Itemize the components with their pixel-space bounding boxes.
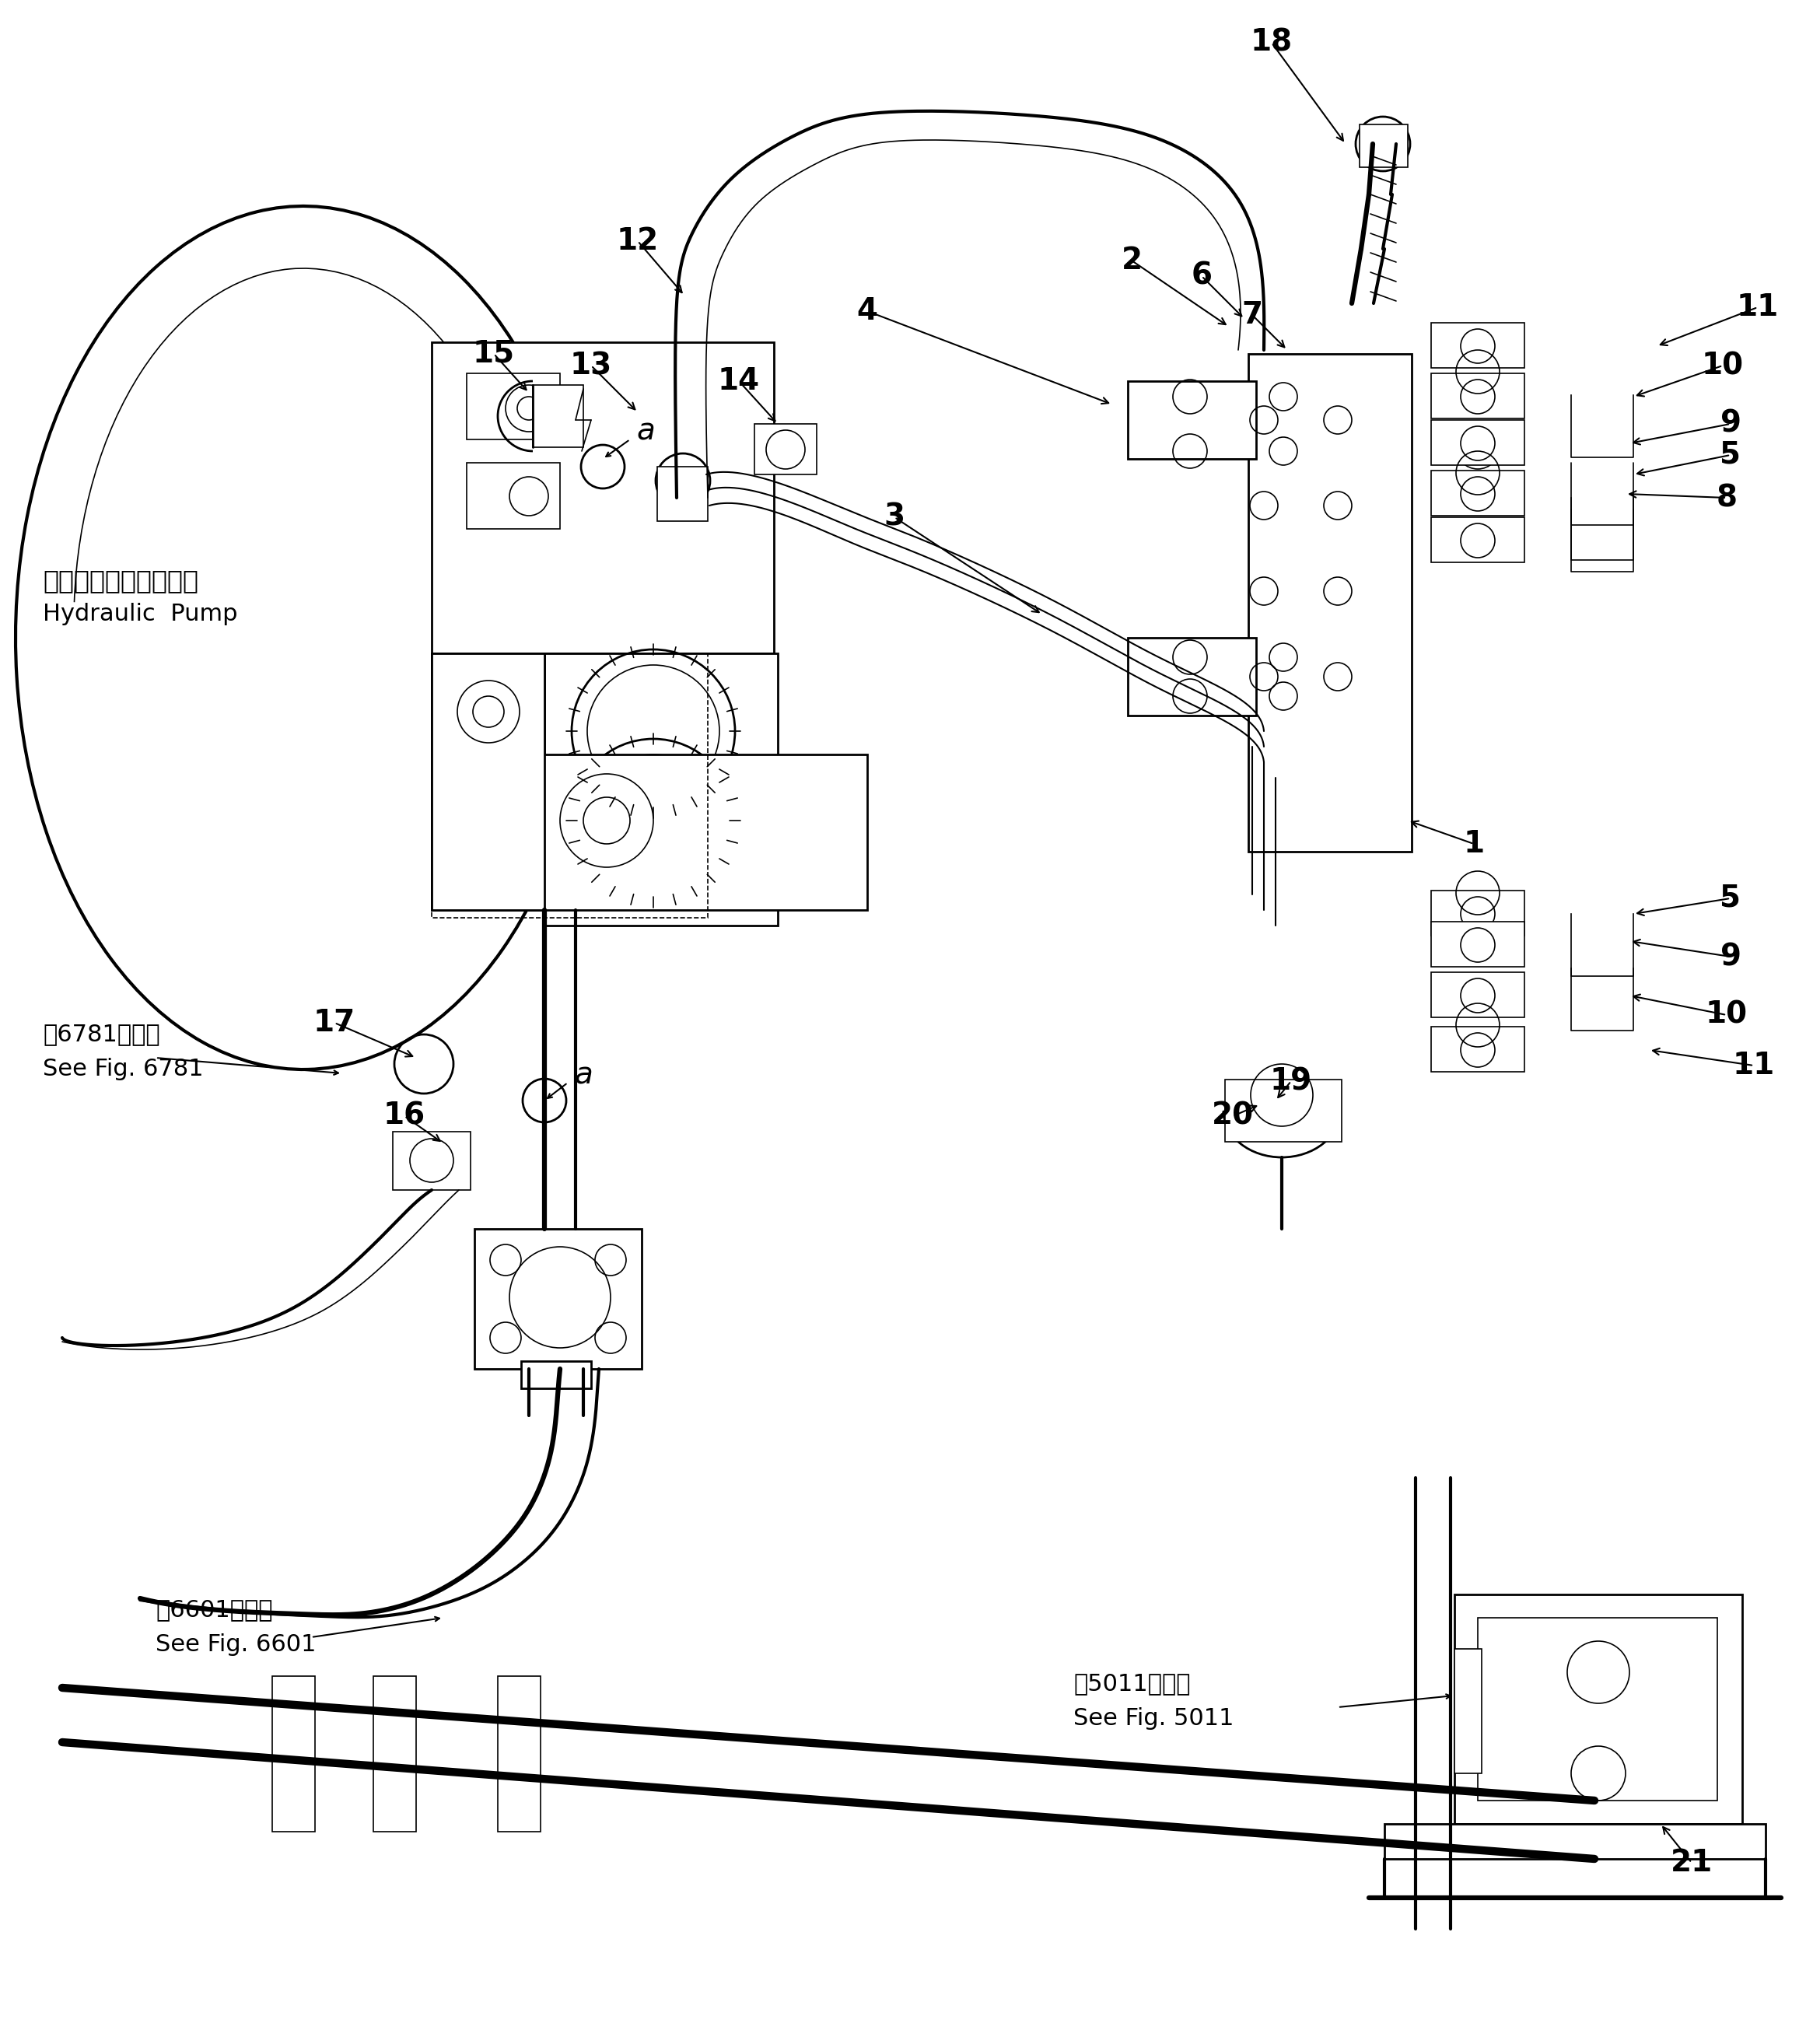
Bar	[1224, 1079, 1342, 1143]
Bar	[432, 754, 867, 910]
Bar	[273, 1676, 314, 1831]
Bar	[1430, 517, 1524, 562]
Text: 2: 2	[1122, 245, 1141, 276]
Text: ハイドロリックポンプ: ハイドロリックポンプ	[43, 568, 199, 593]
Bar	[657, 466, 708, 521]
Text: 4: 4	[856, 296, 878, 325]
Bar	[466, 374, 560, 439]
Bar	[466, 462, 560, 529]
Bar	[1477, 1617, 1718, 1801]
Text: 1: 1	[1463, 830, 1485, 858]
Bar	[1430, 891, 1524, 936]
Bar	[522, 1361, 591, 1388]
Bar	[1430, 323, 1524, 368]
Text: 19: 19	[1270, 1067, 1313, 1096]
Text: 17: 17	[314, 1008, 356, 1038]
Bar	[1127, 638, 1257, 715]
Bar	[498, 1676, 540, 1831]
Text: 11: 11	[1732, 1051, 1775, 1081]
Text: Hydraulic  Pump: Hydraulic Pump	[43, 603, 238, 625]
Text: 5: 5	[1719, 883, 1741, 914]
Bar	[432, 341, 775, 654]
Text: 10: 10	[1701, 352, 1745, 380]
Bar	[1430, 374, 1524, 419]
Text: 第5011図参照: 第5011図参照	[1073, 1672, 1190, 1694]
Text: 9: 9	[1719, 409, 1741, 439]
Text: 5: 5	[1719, 439, 1741, 470]
Text: 10: 10	[1705, 1000, 1748, 1030]
Bar	[755, 423, 816, 474]
Bar	[475, 1228, 641, 1369]
Text: See Fig. 5011: See Fig. 5011	[1073, 1707, 1233, 1729]
Text: 3: 3	[883, 503, 905, 531]
Text: 8: 8	[1716, 482, 1737, 513]
Text: a: a	[636, 417, 656, 446]
Text: 第6781図参照: 第6781図参照	[43, 1022, 161, 1044]
Bar	[1454, 1594, 1743, 1823]
Bar	[1430, 1026, 1524, 1071]
Text: 9: 9	[1719, 942, 1741, 971]
Text: 12: 12	[616, 227, 659, 256]
Bar	[1430, 470, 1524, 515]
Text: 18: 18	[1250, 29, 1293, 57]
Bar	[432, 654, 775, 754]
Text: 11: 11	[1737, 292, 1779, 323]
Text: 7: 7	[1243, 300, 1262, 329]
Bar	[533, 384, 583, 448]
Text: 21: 21	[1671, 1848, 1712, 1878]
Bar	[374, 1676, 415, 1831]
Text: 15: 15	[473, 339, 515, 368]
Bar	[1454, 1650, 1481, 1774]
Text: a: a	[574, 1061, 592, 1089]
Text: 6: 6	[1192, 262, 1212, 290]
Text: 20: 20	[1212, 1102, 1253, 1130]
Bar	[1430, 419, 1524, 466]
Bar	[1430, 922, 1524, 967]
Bar	[1127, 380, 1257, 460]
Text: 13: 13	[571, 352, 612, 380]
Bar	[1248, 354, 1412, 852]
Bar	[432, 654, 708, 918]
Bar	[1385, 1823, 1766, 1858]
Bar	[1360, 125, 1409, 168]
Bar	[1430, 973, 1524, 1018]
Text: 第6601図参照: 第6601図参照	[155, 1598, 273, 1621]
Text: See Fig. 6781: See Fig. 6781	[43, 1059, 204, 1081]
Bar	[432, 654, 544, 910]
Text: 14: 14	[717, 366, 760, 397]
Text: See Fig. 6601: See Fig. 6601	[155, 1633, 316, 1656]
Text: 16: 16	[383, 1102, 426, 1130]
Bar	[544, 654, 778, 926]
Bar	[392, 1132, 471, 1190]
